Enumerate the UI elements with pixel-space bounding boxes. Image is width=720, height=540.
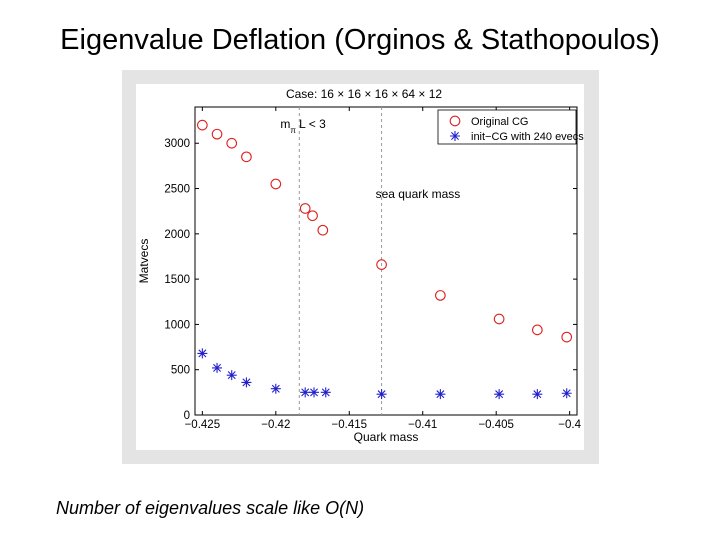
data-point-init-cg	[241, 377, 252, 388]
x-tick-label: −0.405	[478, 419, 514, 431]
data-point-original-cg	[561, 331, 573, 343]
y-tick-label: 500	[171, 365, 190, 377]
data-point-original-cg	[531, 324, 543, 336]
data-point-original-cg	[317, 224, 329, 236]
data-point-init-cg	[300, 387, 311, 398]
axes-box	[194, 106, 578, 416]
legend-box	[437, 109, 577, 145]
annotation-sea-quark-label: sea quark mass	[376, 187, 461, 201]
data-point-original-cg	[307, 210, 318, 222]
y-tick-label: 2500	[164, 184, 190, 196]
y-tick-label: 0	[184, 410, 190, 422]
y-tick-label: 2000	[164, 229, 190, 241]
legend-marker	[449, 115, 461, 127]
data-point-init-cg	[435, 389, 446, 400]
chart-title: Case: 16 × 16 × 16 × 64 × 12	[286, 87, 442, 101]
x-tick-label: −0.41	[408, 419, 437, 431]
data-point-init-cg	[270, 383, 281, 394]
data-point-original-cg	[196, 119, 208, 131]
y-tick-label: 1000	[164, 319, 190, 331]
legend-label: Original CG	[471, 116, 528, 128]
data-point-init-cg	[532, 389, 543, 400]
legend-marker	[450, 131, 460, 141]
data-point-init-cg	[212, 362, 223, 373]
data-point-init-cg	[320, 387, 331, 398]
data-point-init-cg	[226, 370, 237, 381]
data-point-init-cg	[494, 389, 505, 400]
x-tick-label: −0.42	[261, 419, 290, 431]
data-point-original-cg	[211, 128, 223, 140]
slide-caption: Number of eigenvalues scale like O(N)	[56, 498, 365, 518]
x-axis-label: Quark mass	[354, 430, 419, 444]
y-axis-label: Matvecs	[137, 239, 151, 284]
data-point-init-cg	[197, 348, 208, 359]
data-point-original-cg	[270, 178, 282, 190]
scatter-chart: Case: 16 × 16 × 16 × 64 × 12 −0.425 −0.42…	[136, 84, 584, 450]
x-tick-label: −0.415	[332, 419, 368, 431]
data-point-original-cg	[493, 313, 505, 325]
data-point-original-cg	[241, 151, 252, 163]
data-point-init-cg	[376, 389, 387, 400]
x-tick-label: −0.425	[185, 419, 221, 431]
data-point-original-cg	[226, 137, 238, 149]
data-point-original-cg	[299, 203, 311, 214]
plot-area: −0.425 −0.42 −0.415 −0.41 −0.405 −0.4 0 500 1000…	[137, 106, 584, 444]
data-point-original-cg	[376, 259, 387, 270]
y-tick-label: 3000	[164, 138, 190, 150]
y-tick-label: 1500	[164, 274, 190, 286]
figure-frame: Case: 16 × 16 × 16 × 64 × 12 −0.425 −0.42…	[122, 70, 599, 464]
legend-label: init−CG with 240 evecs	[471, 131, 584, 143]
x-tick-label: −0.4	[558, 419, 581, 431]
data-point-original-cg	[435, 290, 446, 301]
data-point-init-cg	[561, 388, 572, 399]
slide-title: Eigenvalue Deflation (Orginos & Stathopo…	[60, 24, 660, 56]
plot-background	[136, 84, 584, 450]
annotation-mpi-label: mπ L < 3	[280, 117, 326, 135]
data-point-init-cg	[309, 387, 320, 398]
